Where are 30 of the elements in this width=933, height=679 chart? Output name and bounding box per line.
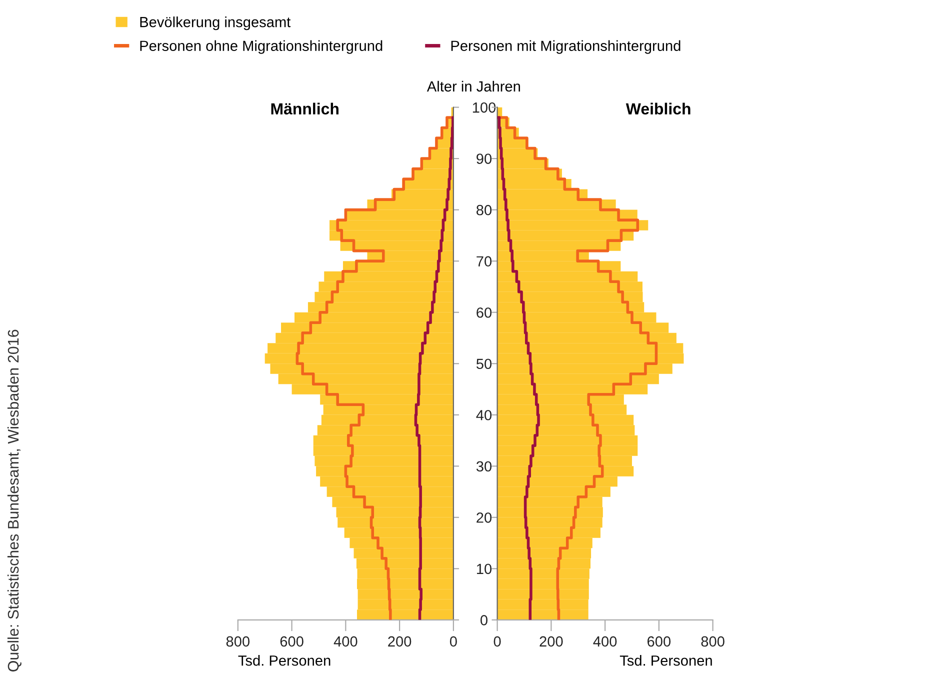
legend-label: Personen ohne Migrationshintergrund (140, 40, 382, 54)
x-tick-label: 400 (593, 636, 617, 647)
y-tick-label: 60 (476, 307, 492, 318)
x-tick-label: 800 (701, 636, 724, 647)
x-tick-label: 200 (540, 636, 563, 647)
x-tick-label: 0 (450, 636, 457, 647)
x-axis-title: Tsd. Personen (238, 655, 330, 666)
x-tick-label: 400 (334, 636, 358, 647)
legend-label: Bevölkerung insgesamt (140, 16, 291, 30)
source-note: Quelle: Statistisches Bundesamt, Wiesbaden 2016 (7, 330, 22, 672)
x-tick-label: 600 (648, 636, 671, 647)
y-tick-label: 50 (476, 358, 492, 370)
y-tick-label: 30 (476, 461, 492, 472)
x-tick-label: 0 (494, 636, 501, 647)
y-tick-label: 10 (476, 564, 492, 574)
x-tick-label: 600 (280, 636, 304, 647)
y-tick-label: 20 (476, 512, 492, 523)
y-tick-label: 40 (476, 410, 492, 420)
y-tick-label: 0 (480, 615, 488, 626)
x-tick-label: 800 (226, 636, 250, 647)
x-axis-title: Tsd. Personen (620, 655, 712, 666)
x-tick-label: 200 (388, 636, 412, 647)
legend-label: Personen mit Migrationshintergrund (451, 40, 680, 54)
y-tick-label: 90 (476, 154, 492, 164)
y-tick-label: 80 (476, 204, 492, 216)
chart-title: Männlich (271, 102, 338, 114)
y-tick-label: 100 (472, 102, 496, 113)
y-axis-title: Alter in Jahren (426, 80, 520, 92)
y-tick-label: 70 (476, 256, 492, 267)
chart-title: Weiblich (626, 102, 690, 114)
